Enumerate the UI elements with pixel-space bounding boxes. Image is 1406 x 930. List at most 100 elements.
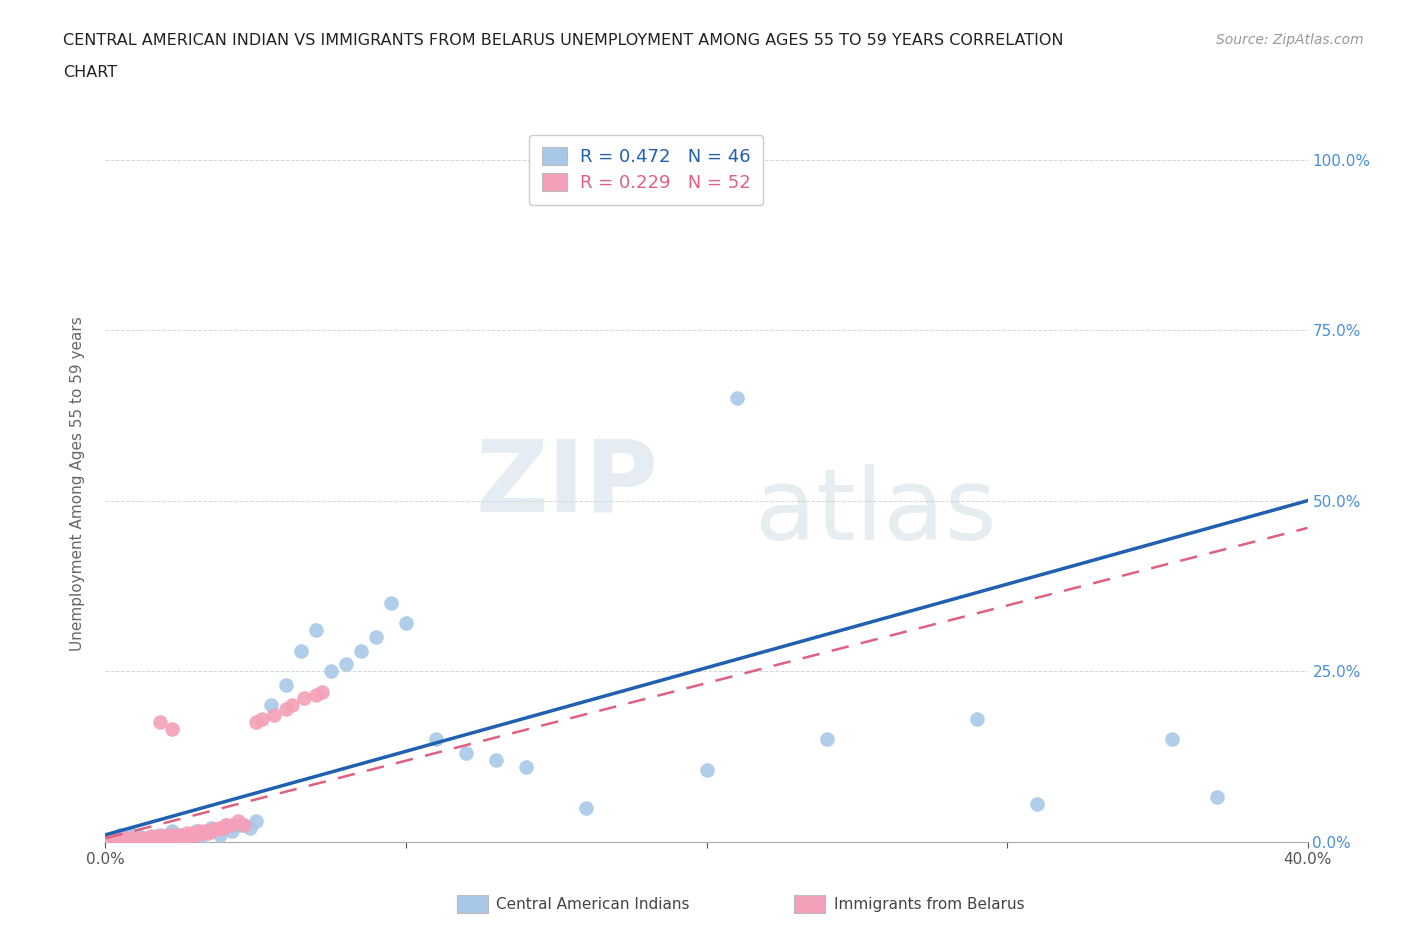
Point [100,833,122,848]
Point [107,832,129,847]
Point [214,817,236,832]
Text: CENTRAL AMERICAN INDIAN VS IMMIGRANTS FROM BELARUS UNEMPLOYMENT AMONG AGES 55 TO: CENTRAL AMERICAN INDIAN VS IMMIGRANTS FR… [63,33,1064,47]
Point [208,828,231,843]
Point [380,595,402,610]
Point [190,828,212,843]
Point [107,830,129,845]
Point [319,664,342,679]
Point [335,657,357,671]
Point [200,820,222,835]
Point [160,722,183,737]
Point [112,832,135,847]
Legend: R = 0.472   N = 46, R = 0.229   N = 52: R = 0.472 N = 46, R = 0.229 N = 52 [530,135,763,205]
Point [176,826,198,841]
Point [239,820,262,835]
Point [221,824,243,839]
Point [274,701,297,716]
Point [350,644,373,658]
Point [292,691,315,706]
Point [425,732,447,747]
Point [155,829,177,844]
Point [250,711,273,726]
Point [395,616,418,631]
Text: CHART: CHART [63,65,117,80]
Point [575,800,598,815]
Point [148,828,170,843]
Point [148,715,170,730]
Point [179,828,201,843]
Point [160,829,183,844]
Point [263,708,285,723]
Point [1026,797,1049,812]
Point [485,752,508,767]
Point [128,829,150,844]
Point [169,828,191,843]
Point [281,698,304,712]
Point [148,830,170,845]
Point [245,715,267,730]
Point [115,830,138,845]
Point [311,684,333,699]
Point [139,830,162,845]
Point [124,830,146,845]
Point [134,830,156,845]
Point [1161,732,1184,747]
Point [166,829,188,844]
Point [221,817,243,832]
Point [1206,790,1229,804]
Point [197,826,219,841]
Point [118,832,141,847]
Point [169,830,191,845]
Point [152,829,174,844]
Point [103,832,125,847]
Text: Central American Indians: Central American Indians [496,897,690,912]
Point [181,826,204,841]
Point [112,830,135,845]
Point [305,687,328,702]
Point [208,820,231,835]
Point [121,830,143,845]
Text: atlas: atlas [755,464,997,561]
Point [696,763,718,777]
Point [200,824,222,839]
Point [184,824,207,839]
Point [232,817,254,832]
Point [145,829,167,844]
Point [364,630,387,644]
Point [725,391,748,405]
Point [173,829,195,844]
Point [290,644,312,658]
Point [260,698,283,712]
Point [226,814,249,829]
Point [163,828,186,843]
Point [245,814,267,829]
Point [142,830,165,845]
Point [815,732,838,747]
Point [202,822,225,837]
Y-axis label: Unemployment Among Ages 55 to 59 years: Unemployment Among Ages 55 to 59 years [70,316,84,651]
Text: Immigrants from Belarus: Immigrants from Belarus [834,897,1025,912]
Point [131,832,153,847]
Point [110,828,132,843]
Point [229,817,252,832]
Point [515,759,537,774]
Point [139,829,162,844]
Point [124,832,146,847]
Text: ZIP: ZIP [475,435,658,532]
Point [121,828,143,843]
Point [155,830,177,845]
Point [184,828,207,843]
Point [190,826,212,841]
Point [136,832,159,847]
Point [131,830,153,845]
Point [205,822,228,837]
Point [160,824,183,839]
Point [118,830,141,845]
Point [157,828,180,843]
Point [187,824,209,839]
Text: Source: ZipAtlas.com: Source: ZipAtlas.com [1216,33,1364,46]
Point [966,711,988,726]
Point [214,817,236,832]
Point [274,677,297,692]
Point [305,623,328,638]
